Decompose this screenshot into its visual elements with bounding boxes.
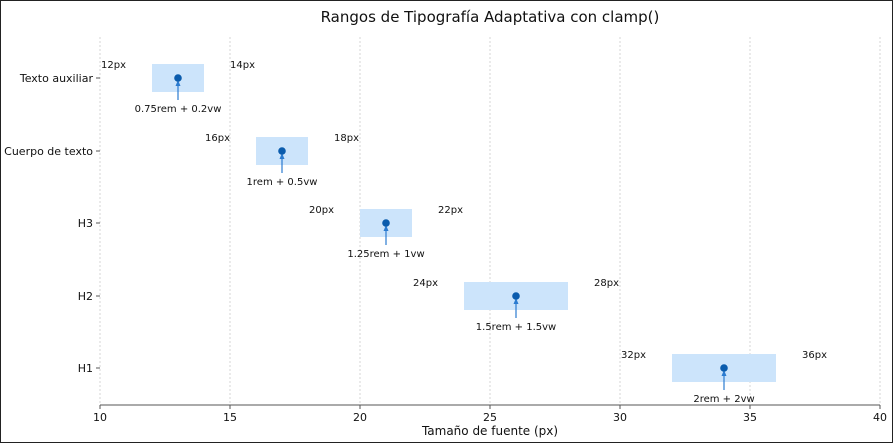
value-point — [278, 147, 286, 155]
value-point — [512, 292, 520, 300]
y-tick-label: H3 — [78, 217, 93, 230]
formula-label: 0.75rem + 0.2vw — [135, 104, 222, 115]
x-axis-label: Tamaño de fuente (px) — [421, 424, 558, 438]
max-label: 22px — [438, 205, 463, 216]
x-tick-label: 25 — [483, 411, 497, 424]
arrow-head — [175, 80, 181, 86]
x-tick-label: 30 — [613, 411, 627, 424]
max-label: 36px — [802, 350, 827, 361]
min-label: 32px — [621, 350, 646, 361]
arrow-head — [513, 298, 519, 304]
y-tick-label: Texto auxiliar — [19, 72, 94, 85]
max-label: 14px — [230, 60, 255, 71]
value-point — [720, 364, 728, 372]
value-point — [382, 219, 390, 227]
arrow-head — [721, 370, 727, 376]
min-label: 16px — [205, 133, 230, 144]
y-tick-label: Cuerpo de texto — [4, 145, 93, 158]
value-point — [174, 74, 182, 82]
range-layer: 12px 14px 0.75rem + 0.2vw 16px 18px 1rem + 0.… — [101, 60, 827, 405]
formula-label: 1rem + 0.5vw — [247, 177, 318, 188]
arrow-head — [279, 153, 285, 159]
x-tick-label: 20 — [353, 411, 367, 424]
min-label: 20px — [309, 205, 334, 216]
formula-label: 1.5rem + 1.5vw — [476, 322, 556, 333]
axis-layer: 10 15 20 25 30 35 40 Texto auxiliar Cuerpo de te… — [4, 72, 887, 424]
arrow-head — [383, 225, 389, 231]
x-tick-label: 15 — [223, 411, 237, 424]
min-label: 12px — [101, 60, 126, 71]
y-tick-label: H1 — [78, 362, 93, 375]
chart-title: Rangos de Tipografía Adaptativa con clam… — [321, 8, 660, 26]
max-label: 18px — [334, 133, 359, 144]
grid-layer — [99, 37, 881, 405]
formula-label: 2rem + 2vw — [693, 394, 754, 405]
formula-label: 1.25rem + 1vw — [347, 249, 424, 260]
min-label: 24px — [413, 278, 438, 289]
y-tick-label: H2 — [78, 290, 93, 303]
x-tick-label: 10 — [93, 411, 107, 424]
x-tick-label: 35 — [743, 411, 757, 424]
x-tick-label: 40 — [873, 411, 887, 424]
max-label: 28px — [594, 278, 619, 289]
